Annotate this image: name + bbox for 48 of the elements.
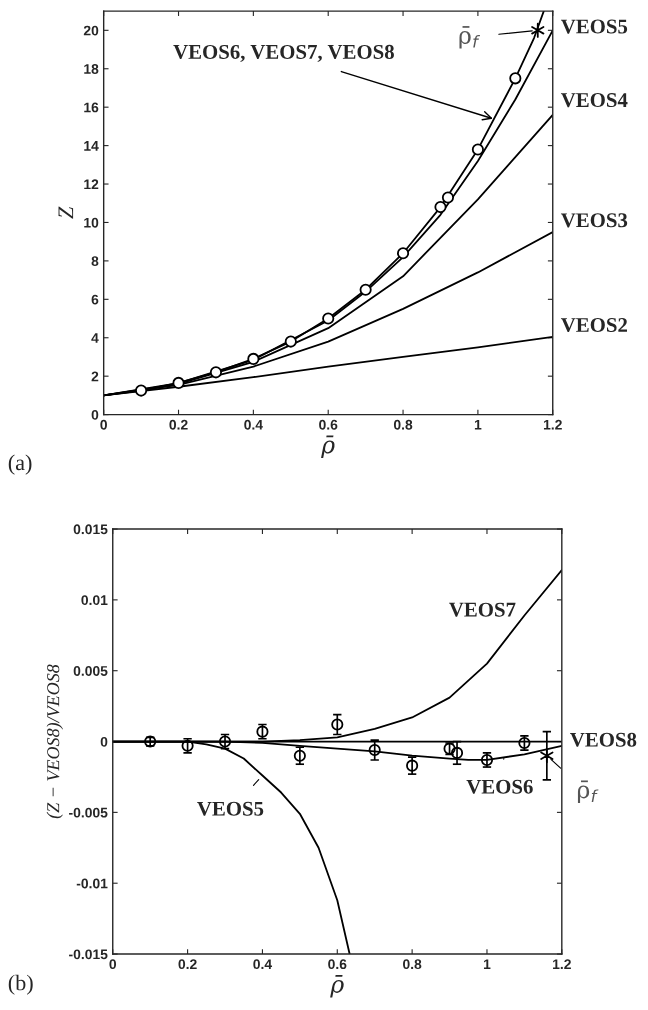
x-tick-label: 0.2: [178, 959, 197, 970]
y-tick-label: 0.005: [73, 666, 108, 676]
y-tick-label: 0.015: [73, 524, 108, 535]
y-tick-label: 16: [84, 102, 99, 113]
y-tick-label: 12: [84, 179, 99, 190]
y-tick-label: 14: [84, 141, 99, 151]
x-tick-label: 1.2: [543, 419, 562, 430]
x-tick-label: 1: [474, 419, 482, 430]
y-tick-label: -0.005: [69, 807, 108, 818]
annotation: ρ̄$_{f}$: [459, 26, 480, 49]
annotation: VEOS6, VEOS7, VEOS8: [173, 44, 394, 62]
x-tick-label: 0.8: [403, 959, 422, 970]
annotation: VEOS4: [560, 93, 628, 108]
text: (b): [8, 974, 33, 995]
x-axis-title: ρ̄: [321, 435, 335, 459]
y-axis-title: (Z − VEOS8)/VEOS8: [46, 664, 63, 819]
y-tick-label: 6: [91, 294, 99, 305]
y-tick-label: 10: [84, 217, 99, 228]
annotation: VEOS6: [466, 779, 533, 794]
x-tick-label: 0.6: [319, 419, 338, 430]
x-tick-label: 0.8: [393, 419, 413, 430]
y-tick-label: 0: [100, 736, 108, 747]
y-tick-label: 20: [83, 25, 99, 36]
x-tick-label: 1.2: [553, 959, 571, 969]
y-tick-label: 2: [91, 371, 99, 382]
annotation: VEOS2: [560, 318, 627, 333]
y-axis-title: Z: [58, 206, 74, 219]
x-tick-label: 1: [483, 959, 491, 969]
annotation: VEOS8: [570, 732, 637, 747]
y-tick-label: 18: [84, 64, 99, 74]
x-axis-title: ρ̄: [330, 974, 344, 998]
annotation: VEOS7: [449, 602, 516, 617]
y-tick-label: 0.01: [81, 595, 108, 606]
x-tick-label: 0.2: [169, 419, 188, 430]
x-tick-label: 0.4: [253, 959, 273, 970]
x-tick-label: 0: [109, 959, 117, 970]
annotation: VEOS5: [197, 801, 264, 816]
annotation: VEOS3: [560, 213, 628, 228]
x-tick-label: 0.6: [328, 959, 347, 970]
y-tick-label: 4: [91, 333, 99, 343]
annotation: ρ̄$_{f}$: [577, 780, 599, 803]
annotation: VEOS5: [560, 19, 628, 34]
y-tick-label: -0.01: [76, 878, 108, 889]
y-tick-label: 8: [91, 256, 99, 267]
x-tick-label: 0.4: [244, 419, 263, 430]
text: (a): [8, 454, 32, 475]
y-tick-label: -0.015: [69, 949, 108, 960]
y-tick-label: 0: [91, 409, 99, 420]
